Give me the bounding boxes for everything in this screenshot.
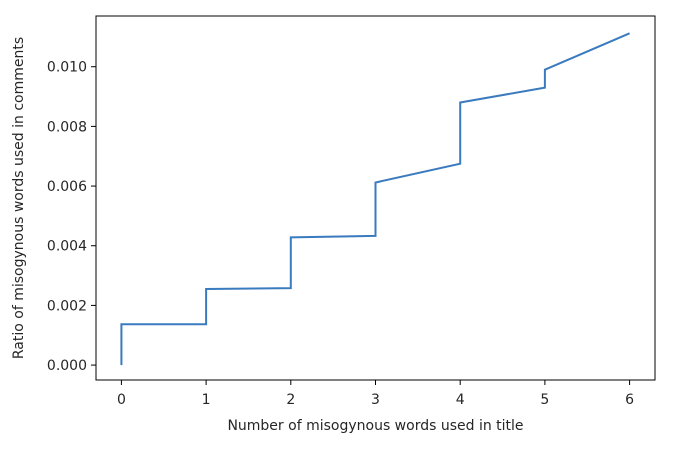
x-axis-ticks: 0 1 2 3 4 5 6 [117,380,634,408]
y-tick-label: 0.002 [47,298,87,314]
y-tick-label: 0.006 [47,179,87,195]
x-tick-label: 6 [625,392,634,408]
y-tick-label: 0.010 [47,60,87,76]
x-tick-label: 5 [540,392,549,408]
y-axis-label: Ratio of misogynous words used in commen… [11,37,27,359]
y-tick-label: 0.008 [47,119,87,135]
x-tick-label: 3 [371,392,380,408]
y-axis-ticks: 0.000 0.002 0.004 0.006 0.008 0.010 [47,60,96,374]
x-tick-label: 1 [202,392,211,408]
x-axis-label: Number of misogynous words used in title [227,418,523,434]
plot-frame [95,15,656,381]
x-tick-label: 4 [456,392,465,408]
x-tick-label: 0 [117,392,126,408]
y-tick-label: 0.004 [47,239,87,255]
y-tick-label: 0.000 [47,358,87,374]
series-line [120,32,630,366]
x-tick-label: 2 [286,392,295,408]
